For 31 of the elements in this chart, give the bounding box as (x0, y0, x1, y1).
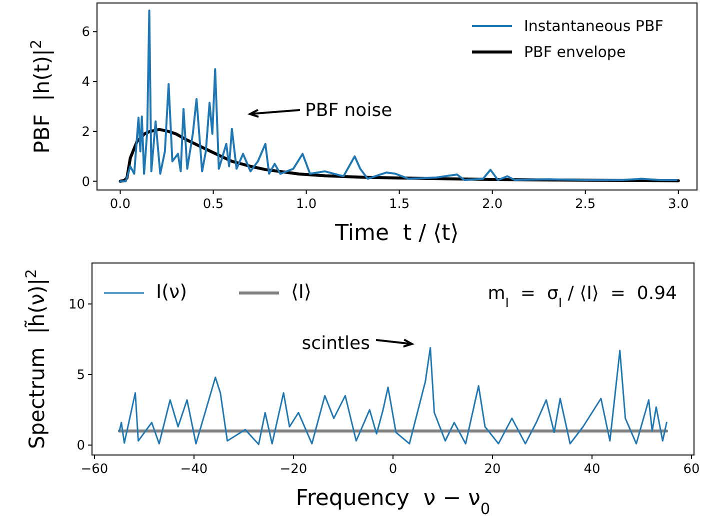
y-tick-label: 10 (68, 297, 85, 312)
x-axis-title: Time t / ⟨t⟩ (334, 221, 459, 246)
legend-label: ⟨I⟩ (291, 281, 312, 303)
x-tick-label: −40 (180, 462, 208, 477)
y-tick-label: 6 (82, 25, 90, 40)
x-tick-label: 40 (584, 462, 600, 477)
x-tick-label: −20 (280, 462, 308, 477)
y-tick-label: 0 (76, 438, 85, 454)
x-tick-label: −60 (80, 462, 108, 477)
legend-label: I(ν) (156, 281, 188, 303)
y-tick-label: 0 (82, 174, 90, 190)
x-tick-label: 1.5 (388, 197, 410, 212)
line-series (119, 9, 678, 182)
x-tick-label: 3.0 (668, 197, 689, 212)
legend-label: Instantaneous PBF (524, 17, 664, 35)
x-axis-title: Frequency ν − ν$_{0}$ (296, 486, 490, 516)
x-tick-label: 20 (484, 462, 501, 477)
x-tick-label: 2.5 (575, 197, 596, 212)
x-tick-label: 1.0 (296, 197, 317, 212)
legend-label: PBF envelope (524, 43, 626, 61)
y-tick-label: 4 (82, 75, 90, 90)
annotation: PBF noise (305, 100, 392, 121)
annotation: m$_{I}$ = σ$_{I}$ / ⟨I⟩ = 0.94 (488, 283, 677, 310)
y-tick-label: 5 (76, 368, 85, 384)
x-tick-label: 0.0 (110, 197, 131, 212)
x-tick-label: 0 (388, 462, 398, 477)
y-tick-label: 2 (82, 124, 90, 140)
annotation: scintles (302, 333, 370, 354)
x-tick-label: 60 (683, 462, 700, 477)
x-tick-label: 2.0 (482, 197, 503, 212)
x-tick-label: 0.5 (202, 197, 224, 212)
